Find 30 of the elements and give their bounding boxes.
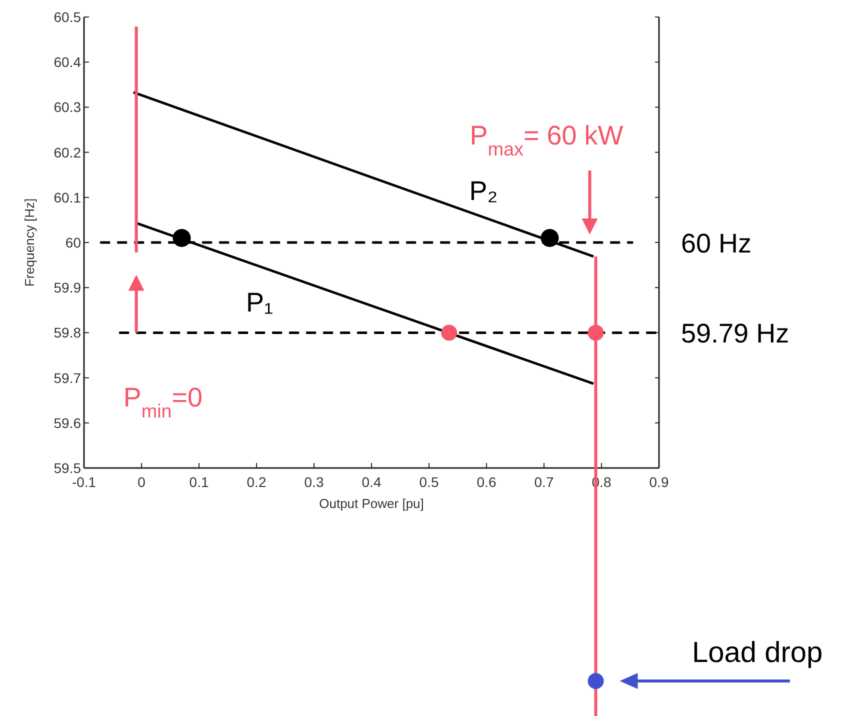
series-label: P₁ — [246, 288, 274, 318]
y-tick-label: 59.6 — [54, 414, 82, 431]
y-tick-label: 60.5 — [54, 9, 82, 25]
y-tick-label: 60.3 — [54, 99, 82, 116]
x-tick-label: 0.2 — [246, 474, 266, 490]
x-tick-label: 0.3 — [304, 474, 324, 490]
series-label: 60 Hz — [681, 228, 752, 258]
y-tick-label: 59.7 — [54, 370, 82, 386]
x-tick-label: 0 — [138, 474, 146, 490]
x-tick-label: 0.7 — [534, 474, 554, 490]
annotation: P$_{min}$=0 — [123, 382, 203, 422]
y-tick-label: 60.1 — [54, 189, 82, 206]
y-tick-label: 59.5 — [54, 460, 82, 476]
y-tick-label: 60 — [65, 234, 82, 250]
y-axis-title: Frequency [Hz] — [22, 198, 37, 287]
series-label: P₂ — [469, 176, 498, 206]
x-tick-label: 0.1 — [189, 474, 209, 490]
y-tick-label: 59.9 — [54, 280, 82, 296]
series-label: 59.79 Hz — [681, 318, 790, 349]
x-tick-label: -0.1 — [72, 474, 96, 490]
y-tick-label: 60.2 — [54, 144, 82, 160]
x-tick-label: 0.4 — [362, 474, 382, 490]
text: Load drop — [692, 637, 823, 669]
x-tick-label: 0.5 — [419, 474, 439, 490]
x-tick-label: 0.9 — [649, 474, 669, 490]
y-tick-label: 60.4 — [54, 54, 82, 70]
x-tick-label: 0.6 — [476, 474, 496, 490]
y-tick-label: 59.8 — [54, 324, 82, 341]
x-axis-title: Output Power [pu] — [319, 496, 424, 511]
annotation: P$_{max}$= 60 kW — [470, 120, 624, 160]
